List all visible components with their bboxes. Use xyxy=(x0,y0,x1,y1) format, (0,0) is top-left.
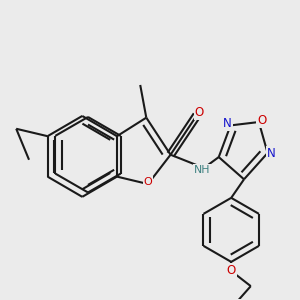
Text: O: O xyxy=(257,114,266,127)
Text: O: O xyxy=(195,106,204,119)
Text: N: N xyxy=(223,117,232,130)
Text: O: O xyxy=(144,177,152,187)
Text: NH: NH xyxy=(194,165,210,175)
Text: O: O xyxy=(226,264,236,277)
Text: N: N xyxy=(267,146,276,160)
